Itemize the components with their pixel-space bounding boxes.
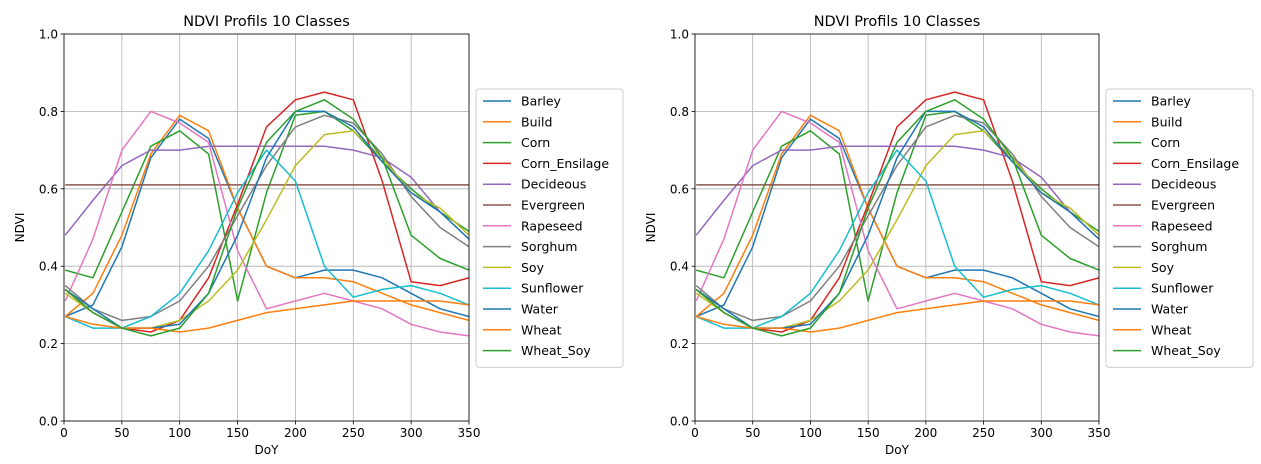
legend-label-sorghum: Sorghum <box>1151 239 1207 254</box>
chart-panel-1: 0 50 100 150 200 250 300 350 0.0 0.2 0.4 0.6 0.8 1.0 N… <box>13 14 624 457</box>
x-tick-label: 250 <box>972 426 995 440</box>
y-tick-label: 1.0 <box>39 28 58 42</box>
x-tick-label: 350 <box>1088 426 1111 440</box>
legend-label-build: Build <box>1151 114 1182 129</box>
legend-label-water: Water <box>1151 302 1189 317</box>
series-lines <box>64 91 469 337</box>
x-tick-label: 250 <box>342 426 365 440</box>
y-tick-label: 0.0 <box>670 415 689 429</box>
legend-label-water: Water <box>521 302 559 317</box>
series-line-decideous <box>64 145 469 240</box>
legend-label-evergreen: Evergreen <box>521 198 585 213</box>
x-tick-label: 150 <box>226 426 249 440</box>
x-tick-label: 0 <box>691 426 699 440</box>
legend-label-sorghum: Sorghum <box>521 239 577 254</box>
axes-frame <box>63 33 470 422</box>
legend: Barley Build Corn Corn_Ensilage Decideous Eve… <box>1105 88 1254 368</box>
series-line-corn-ensilage <box>64 91 469 333</box>
chart-title: NDVI Profils 10 Classes <box>814 14 981 30</box>
legend-label-sunflower: Sunflower <box>521 281 584 296</box>
series-line-corn <box>695 110 1099 302</box>
legend-label-wheat: Wheat <box>521 322 562 337</box>
legend-box <box>1105 88 1254 368</box>
series-line-corn <box>64 110 469 302</box>
y-axis-label: NDVI <box>644 213 658 243</box>
x-tick-label: 100 <box>799 426 822 440</box>
y-tick-label: 0.2 <box>670 337 689 351</box>
series-line-corn-ensilage <box>695 91 1099 333</box>
legend-label-corn-ensilage: Corn_Ensilage <box>521 156 609 171</box>
legend-label-sunflower: Sunflower <box>1151 281 1214 296</box>
y-tick-label: 0.4 <box>39 260 58 274</box>
series-line-sunflower <box>64 149 469 329</box>
axes-frame <box>694 33 1100 422</box>
chart-title: NDVI Profils 10 Classes <box>183 14 350 30</box>
x-tick-label: 200 <box>914 426 937 440</box>
y-tick-label: 0.8 <box>39 105 58 119</box>
series-line-wheat <box>64 300 469 333</box>
series-line-sunflower <box>695 149 1099 329</box>
chart-panel-2: 0 50 100 150 200 250 300 350 0.0 0.2 0.4 0.6 0.8 1.0 N… <box>644 14 1254 457</box>
series-line-rapeseed <box>695 110 1099 337</box>
y-tick-label: 0.6 <box>670 182 689 196</box>
x-tick-label: 300 <box>1030 426 1053 440</box>
legend-label-soy: Soy <box>521 260 545 275</box>
legend-label-wheat: Wheat <box>1151 322 1192 337</box>
series-line-wheat-soy <box>695 99 1099 337</box>
x-tick-label: 300 <box>400 426 423 440</box>
series-line-decideous <box>695 145 1099 240</box>
x-tick-label: 150 <box>857 426 880 440</box>
x-tick-label: 50 <box>745 426 760 440</box>
y-tick-label: 1.0 <box>670 28 689 42</box>
y-tick-label: 0.0 <box>39 415 58 429</box>
legend-label-soy: Soy <box>1151 260 1175 275</box>
x-axis-label: DoY <box>255 443 280 457</box>
y-tick-label: 0.8 <box>670 105 689 119</box>
series-line-wheat <box>695 300 1099 333</box>
y-axis-label: NDVI <box>13 213 27 243</box>
x-tick-label: 100 <box>168 426 191 440</box>
legend-label-decideous: Decideous <box>1151 177 1216 192</box>
x-axis-label: DoY <box>885 443 910 457</box>
x-tick-label: 350 <box>458 426 481 440</box>
legend-label-corn-ensilage: Corn_Ensilage <box>1151 156 1239 171</box>
x-tick-label: 50 <box>114 426 129 440</box>
legend: Barley Build Corn Corn_Ensilage Decideous Eve… <box>475 88 624 368</box>
legend-label-decideous: Decideous <box>521 177 586 192</box>
legend-label-barley: Barley <box>521 94 562 109</box>
x-tick-label: 0 <box>60 426 68 440</box>
y-tick-label: 0.2 <box>39 337 58 351</box>
legend-label-corn: Corn <box>521 135 550 150</box>
legend-label-wheat-soy: Wheat_Soy <box>521 343 591 358</box>
x-tick-label: 200 <box>284 426 307 440</box>
legend-label-wheat-soy: Wheat_Soy <box>1151 343 1221 358</box>
y-tick-label: 0.4 <box>670 260 689 274</box>
legend-box <box>475 88 624 368</box>
legend-label-evergreen: Evergreen <box>1151 198 1215 213</box>
series-line-rapeseed <box>64 110 469 337</box>
y-tick-label: 0.6 <box>39 182 58 196</box>
series-lines <box>695 91 1099 337</box>
legend-label-rapeseed: Rapeseed <box>1151 218 1213 233</box>
legend-label-build: Build <box>521 114 552 129</box>
series-line-wheat-soy <box>64 99 469 337</box>
legend-label-corn: Corn <box>1151 135 1180 150</box>
legend-label-barley: Barley <box>1151 94 1192 109</box>
legend-label-rapeseed: Rapeseed <box>521 218 583 233</box>
